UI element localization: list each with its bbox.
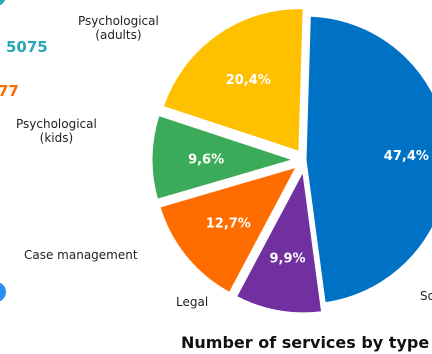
pct-so: 47,4%: [384, 149, 429, 164]
slice-so: [303, 13, 432, 306]
teal-count-fragment: 5075: [6, 38, 48, 56]
slice-case-management: [156, 163, 302, 296]
orange-count-fragment: 77: [0, 82, 19, 100]
label-psych-kids: Psychological (kids): [16, 117, 97, 146]
pct-case-management: 12,7%: [206, 216, 251, 231]
label-so: So: [420, 289, 432, 303]
slice-psych-kids: [149, 112, 302, 203]
pct-legal: 9,9%: [269, 251, 305, 266]
chart-title: Number of services by type: [181, 333, 430, 352]
label-psych-adults: Psychological (adults): [78, 14, 159, 43]
pct-psych-kids: 9,6%: [188, 152, 224, 167]
teal-top-fragment: [0, 0, 6, 6]
label-legal: Legal: [176, 295, 209, 309]
blue-bottom-fragment: [0, 282, 6, 302]
pct-psych-adults: 20,4%: [226, 73, 271, 88]
slice-psych-adults: [160, 6, 306, 155]
label-case-management: Case management: [24, 248, 138, 262]
slice-legal: [233, 164, 325, 316]
